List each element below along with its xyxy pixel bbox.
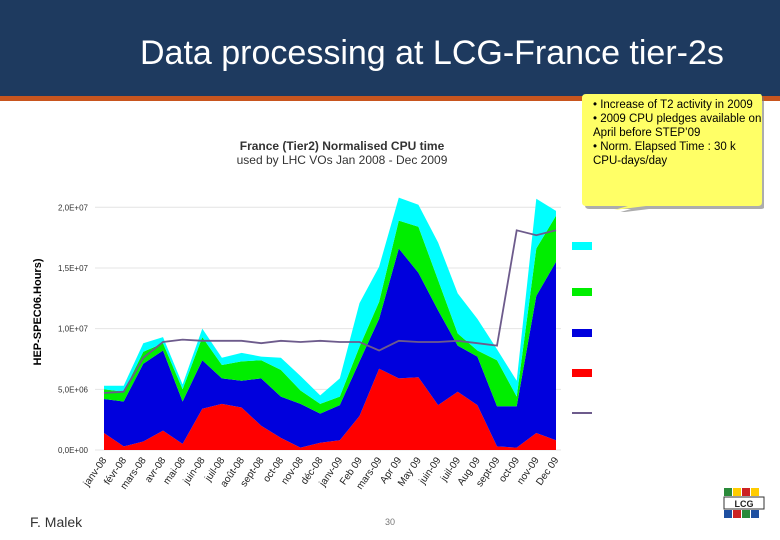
y-tick-label: 2,0E+07	[58, 203, 89, 212]
legend-swatch	[572, 288, 592, 296]
callout-line: • Increase of T2 activity in 2009	[593, 99, 753, 111]
chart-subtitle: used by LHC VOs Jan 2008 - Dec 2009	[237, 153, 448, 167]
area-series-lhcb	[104, 197, 556, 404]
legend-swatch	[572, 242, 592, 250]
callout-line: • Norm. Elapsed Time : 30 k CPU-days/day	[593, 141, 736, 167]
legend-swatch	[572, 412, 592, 414]
legend-label: lhcb	[598, 238, 621, 252]
slide-title: Data processing at LCG-France tier-2s	[140, 34, 724, 72]
legend-label: atlas	[598, 325, 624, 339]
callout-bubble	[582, 94, 764, 212]
legend-label: Pledge inc. 60 % efficiency	[598, 404, 675, 430]
y-tick-label: 1,0E+07	[58, 325, 89, 334]
line-series-pledge	[103, 229, 557, 394]
header-accent-bar	[0, 96, 780, 101]
legend-swatch	[572, 369, 592, 377]
area-series-alice	[104, 368, 556, 450]
y-tick-label: 0,0E+00	[58, 446, 89, 455]
chart-title: France (Tier2) Normalised CPU time	[240, 139, 445, 153]
footer-author: F. Malek	[30, 514, 83, 530]
legend-label: cms	[598, 284, 620, 298]
legend-swatch	[572, 329, 592, 337]
slide-header	[0, 0, 780, 96]
chart-y-axis-label: HEP-SPEC06.Hours)	[32, 258, 44, 365]
legend-label: alice	[598, 365, 623, 379]
lcg-logo: LCG	[723, 488, 765, 518]
y-tick-label: 1,5E+07	[58, 264, 89, 273]
chart-x-ticks: janv-08févr-08mars-08avr-08mai-08juin-08…	[81, 455, 562, 492]
y-tick-label: 5,0E+06	[58, 385, 89, 394]
callout-line: • 2009 CPU pledges available on April be…	[593, 113, 762, 139]
page-number: 30	[385, 517, 396, 527]
chart-areas	[104, 197, 556, 450]
logo-text: LCG	[735, 499, 754, 509]
chart-line	[103, 229, 557, 394]
chart-y-ticks: 0,0E+00 5,0E+06 1,0E+07 1,5E+07 2,0E+07	[58, 203, 89, 455]
callout-text: • Increase of T2 activity in 2009 • 2009…	[593, 98, 763, 168]
area-series-atlas	[104, 248, 556, 448]
area-series-cms	[104, 215, 556, 414]
